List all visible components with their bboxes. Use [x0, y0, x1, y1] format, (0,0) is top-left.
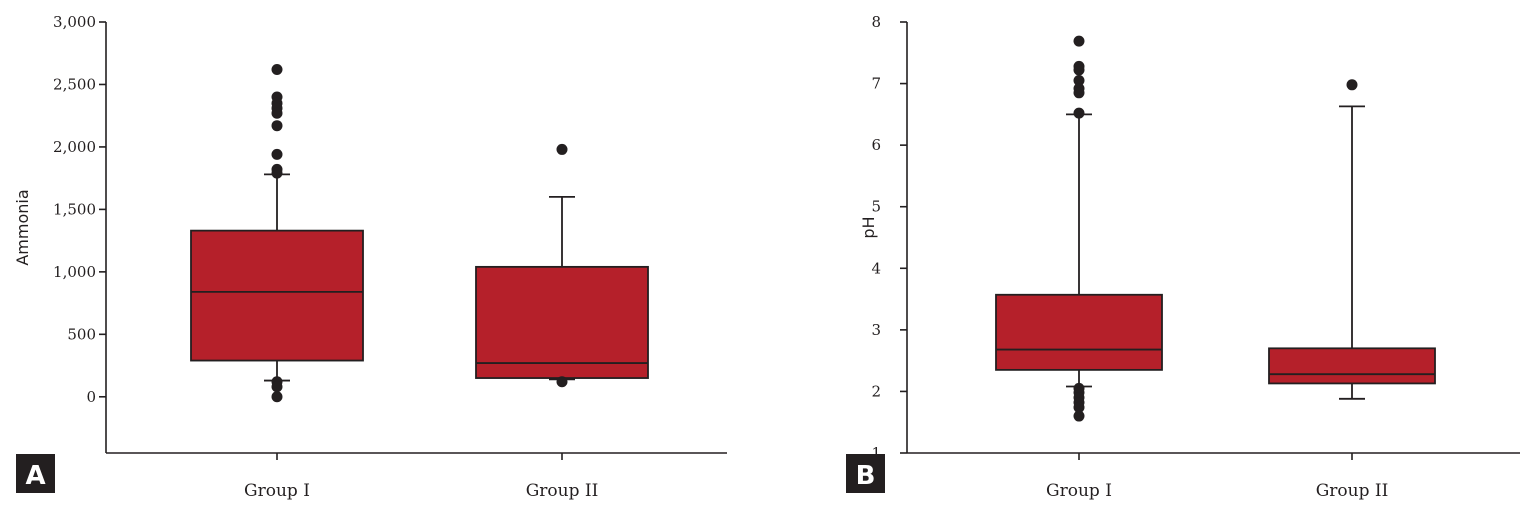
outlier-point	[1073, 35, 1085, 47]
y-tick-label: 1,500	[53, 200, 96, 218]
panel-a-badge-bg	[16, 454, 55, 493]
y-axis-label: pH	[859, 216, 878, 238]
outlier-point	[271, 107, 283, 119]
y-tick-label: 6	[871, 136, 881, 154]
y-tick-label: 8	[871, 13, 881, 31]
x-category-label: Group I	[244, 481, 310, 501]
outlier-point	[1073, 64, 1085, 76]
outlier-point	[271, 63, 283, 75]
y-tick-label: 7	[871, 75, 881, 93]
panel-b-badge-label: B	[856, 461, 876, 491]
y-tick-label: 4	[871, 259, 881, 277]
outlier-point	[1073, 401, 1085, 413]
outlier-point	[271, 391, 283, 403]
panel-b-boxplot: 1 2 3 4 5 6 7 8 pH Group I Group II	[859, 13, 1520, 501]
outlier-point	[271, 381, 283, 393]
iqr-box	[995, 293, 1163, 371]
box-1	[190, 63, 364, 403]
outlier-point	[556, 376, 568, 388]
outlier-point	[556, 143, 568, 155]
x-category-label: Group II	[1316, 481, 1389, 501]
iqr-box	[1268, 347, 1436, 385]
y-tick-label: 5	[871, 198, 881, 216]
x-category-label: Group I	[1046, 481, 1112, 501]
outlier-point	[1346, 79, 1358, 91]
iqr-box	[475, 265, 649, 379]
y-tick-label: 0	[86, 388, 96, 406]
x-category-label: Group II	[526, 481, 599, 501]
y-tick-label: 2,500	[53, 75, 96, 93]
panel-a-badge-label: A	[25, 461, 45, 491]
outlier-point	[271, 148, 283, 160]
panel-b-badge: B	[846, 454, 885, 493]
box-2	[475, 143, 649, 388]
box-1	[995, 35, 1163, 422]
outlier-point	[271, 120, 283, 132]
outlier-point	[1073, 87, 1085, 99]
outlier-point	[271, 167, 283, 179]
y-tick-label: 1,000	[53, 263, 96, 281]
panel-a-boxplot: 0 500 1,000 1,500 2,000 2,500 3,000 Ammonia Grou…	[13, 13, 727, 501]
box-2	[1268, 79, 1436, 400]
y-tick-label: 2	[871, 382, 881, 400]
y-tick-label: 2,000	[53, 138, 96, 156]
y-tick-label: 1	[871, 444, 881, 462]
y-axis-label: Ammonia	[13, 189, 32, 265]
y-tick-label: 500	[67, 325, 96, 343]
y-tick-label: 3	[871, 321, 881, 339]
outlier-point	[1073, 107, 1085, 119]
iqr-box	[190, 229, 364, 362]
panel-a-badge: A	[16, 454, 55, 493]
panel-b-badge-bg	[846, 454, 885, 493]
y-tick-label: 3,000	[53, 13, 96, 31]
outlier-point	[1073, 410, 1085, 422]
outlier-point	[1073, 74, 1085, 86]
